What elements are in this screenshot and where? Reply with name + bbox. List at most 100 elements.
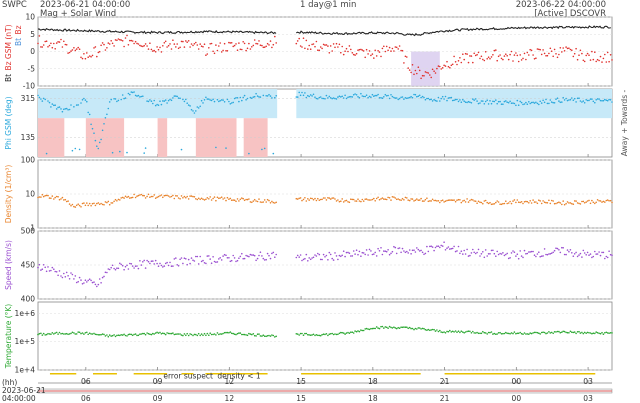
density-point (327, 197, 329, 199)
phi-point (312, 93, 315, 96)
speed-point (266, 252, 269, 255)
speed-point (60, 275, 62, 277)
temperature-point (602, 333, 605, 336)
bz-point (233, 44, 236, 47)
bz-point (447, 65, 450, 68)
speed-point (342, 250, 345, 252)
phi-point (364, 95, 367, 98)
temperature-point (143, 332, 145, 335)
bz-point (526, 51, 529, 54)
bz-point (549, 47, 552, 50)
temperature-point (120, 334, 122, 336)
density-point (51, 195, 54, 197)
speed-point (364, 253, 367, 256)
temperature-point (299, 332, 302, 335)
density-point (233, 199, 236, 201)
temperature-point (477, 332, 480, 335)
temperature-point (420, 328, 422, 330)
time-tick-label-top: 15 (296, 377, 306, 386)
speed-point (492, 249, 494, 252)
time-tick-label-bottom: 15 (296, 394, 306, 403)
bz-point (139, 44, 141, 47)
temperature-point (175, 333, 177, 336)
density-point (232, 199, 234, 201)
density-point (74, 206, 77, 208)
phi-point (370, 96, 372, 98)
phi-point (569, 98, 572, 101)
temperature-point (456, 331, 458, 334)
bz-point (87, 56, 89, 58)
density-point (352, 198, 355, 201)
temperature-point (583, 331, 586, 334)
bz-point (393, 50, 395, 52)
temperature-point (441, 331, 444, 334)
speed-point (533, 254, 536, 256)
density-point (140, 193, 143, 196)
density-point (88, 202, 91, 205)
phi-point (476, 100, 478, 102)
phi-point (314, 96, 316, 98)
speed-point (447, 246, 450, 248)
temperature-series (37, 325, 613, 338)
temperature-point (134, 333, 137, 335)
temperature-point (433, 328, 435, 331)
phi-point (182, 98, 184, 101)
phi-point (84, 99, 87, 101)
bz-point (499, 54, 501, 56)
temperature-point (472, 330, 474, 333)
phi-point (144, 147, 147, 149)
bz-point (318, 49, 321, 52)
speed-point (186, 263, 188, 266)
temperature-axis-label: Temperature (°K) (4, 304, 13, 369)
phi-point (195, 110, 197, 112)
speed-point (106, 271, 108, 274)
phi-point (472, 98, 474, 100)
temperature-point (157, 332, 160, 334)
phi-point (329, 97, 332, 99)
temperature-point (536, 331, 539, 334)
phi-point (430, 98, 433, 101)
speed-point (406, 250, 408, 253)
density-point (414, 199, 417, 201)
phi-point (474, 98, 477, 100)
density-point (212, 197, 214, 200)
speed-point (90, 279, 92, 282)
bz-point (192, 44, 194, 47)
phi-point (83, 97, 85, 100)
phi-point (317, 98, 319, 100)
speed-point (439, 246, 441, 249)
temperature-point (404, 326, 407, 329)
bz-point (398, 45, 401, 47)
density-point (78, 204, 81, 207)
phi-point (426, 97, 428, 100)
bz-point (406, 56, 408, 58)
phi-point (552, 101, 554, 104)
speed-point (530, 250, 533, 253)
density-point (239, 198, 242, 201)
speed-point (239, 255, 242, 258)
temperature-point (324, 333, 326, 336)
density-point (449, 199, 451, 201)
phi-point (185, 98, 187, 101)
bz-point (275, 42, 278, 44)
density-point (367, 199, 369, 201)
density-point (153, 194, 155, 196)
speed-ytick-label: 400 (21, 295, 36, 304)
bz-point (467, 61, 470, 64)
density-point (502, 202, 504, 205)
speed-point (253, 254, 256, 257)
temperature-point (162, 332, 164, 335)
phi-point (164, 99, 167, 101)
status-label[interactable]: [Active] DSCOVR (534, 9, 606, 19)
speed-point (381, 253, 384, 256)
temperature-point (110, 335, 112, 337)
phi-point (543, 101, 546, 104)
temperature-point (476, 331, 478, 334)
density-point (387, 196, 389, 199)
speed-point (123, 268, 125, 271)
phi-point (172, 97, 174, 99)
speed-point (268, 254, 270, 257)
phi-away-band (38, 89, 278, 119)
density-point (139, 194, 141, 196)
speed-point (568, 250, 570, 253)
